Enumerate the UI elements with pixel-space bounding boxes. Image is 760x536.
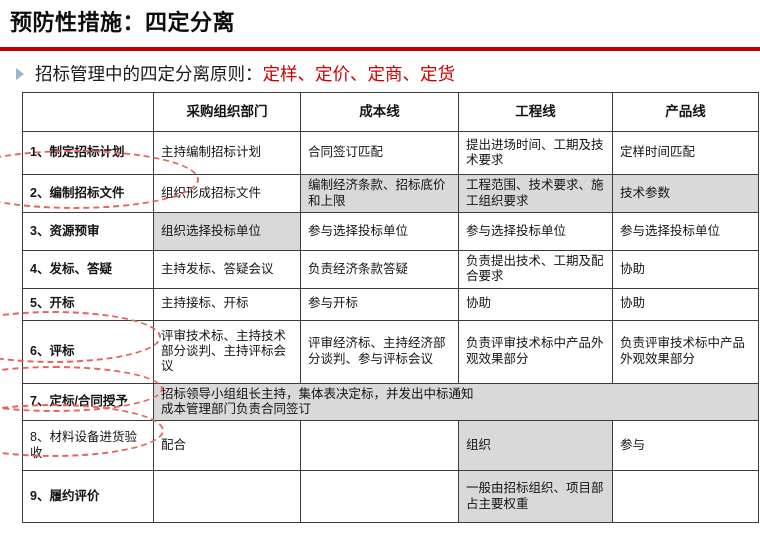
table-row: 5、开标 主持接标、开标 参与开标 协助 协助 bbox=[22, 287, 759, 321]
table-cell: 参与选择投标单位 bbox=[458, 212, 613, 251]
table-cell bbox=[153, 470, 301, 523]
header-procurement-dept: 采购组织部门 bbox=[153, 92, 301, 132]
table-row: 9、履约评价 一般由招标组织、项目部占主要权重 bbox=[22, 470, 759, 523]
table-cell: 工程范围、技术要求、施工组织要求 bbox=[458, 174, 613, 213]
table-cell: 协助 bbox=[612, 287, 759, 321]
row-label: 6、评标 bbox=[22, 319, 154, 384]
table-cell: 组织形成招标文件 bbox=[153, 174, 301, 213]
table-cell bbox=[300, 470, 459, 523]
table-cell: 负责经济条款答疑 bbox=[300, 250, 459, 289]
table-cell bbox=[612, 470, 759, 523]
subtitle-highlight: 定样、定价、定商、定货 bbox=[262, 64, 456, 84]
row-label: 8、材料设备进货验收 bbox=[22, 420, 154, 471]
row-label: 5、开标 bbox=[22, 287, 154, 321]
table-cell bbox=[300, 420, 459, 471]
row-label: 3、资源预审 bbox=[22, 212, 154, 251]
header-cost-line: 成本线 bbox=[300, 92, 459, 132]
header-empty bbox=[22, 92, 154, 132]
subtitle-text: 招标管理中的四定分离原则： bbox=[35, 64, 263, 84]
table-cell: 协助 bbox=[458, 287, 613, 321]
header-product-line: 产品线 bbox=[612, 92, 759, 132]
row-label: 7、定标/合同授予 bbox=[22, 382, 154, 421]
table-cell: 编制经济条款、招标底价和上限 bbox=[300, 174, 459, 213]
table-cell: 负责评审技术标中产品外观效果部分 bbox=[458, 319, 613, 384]
subtitle: 招标管理中的四定分离原则： 定样、定价、定商、定货 bbox=[16, 61, 746, 86]
table-cell: 配合 bbox=[153, 420, 301, 471]
row-label: 1、制定招标计划 bbox=[22, 131, 154, 175]
table-cell: 参与开标 bbox=[300, 287, 459, 321]
table-cell: 主持编制招标计划 bbox=[153, 131, 301, 175]
title-divider bbox=[0, 47, 760, 51]
row-label: 9、履约评价 bbox=[22, 470, 154, 523]
table-cell: 评审经济标、主持经济部分谈判、参与评标会议 bbox=[300, 319, 459, 384]
table-cell: 评审技术标、主持技术部分谈判、主持评标会议 bbox=[153, 319, 301, 384]
table-cell: 协助 bbox=[612, 250, 759, 289]
table-cell: 参与选择投标单位 bbox=[612, 212, 759, 251]
row-label: 4、发标、答疑 bbox=[22, 250, 154, 289]
table-row: 3、资源预审 组织选择投标单位 参与选择投标单位 参与选择投标单位 参与选择投标单位 bbox=[22, 212, 759, 251]
table-cell: 招标领导小组组长主持，集体表决定标，并发出中标通知 成本管理部门负责合同签订 bbox=[153, 382, 759, 421]
table-cell: 定样时间匹配 bbox=[612, 131, 759, 175]
four-fix-separation-table: 采购组织部门 成本线 工程线 产品线 1、制定招标计划 主持编制招标计划 合同签订匹… bbox=[22, 92, 759, 523]
bullet-triangle-icon bbox=[16, 67, 24, 80]
row-label: 2、编制招标文件 bbox=[22, 174, 154, 213]
header-engineering-line: 工程线 bbox=[458, 92, 613, 132]
table-cell: 提出进场时间、工期及技术要求 bbox=[458, 131, 613, 175]
table-cell: 参与选择投标单位 bbox=[300, 212, 459, 251]
table-row: 7、定标/合同授予 招标领导小组组长主持，集体表决定标，并发出中标通知 成本管理部… bbox=[22, 382, 759, 421]
table-cell: 主持发标、答疑会议 bbox=[153, 250, 301, 289]
table-cell: 负责提出技术、工期及配合要求 bbox=[458, 250, 613, 289]
table-cell: 组织 bbox=[458, 420, 613, 471]
table-cell: 负责评审技术标中产品外观效果部分 bbox=[612, 319, 759, 384]
table-cell: 合同签订匹配 bbox=[300, 131, 459, 175]
table-row: 4、发标、答疑 主持发标、答疑会议 负责经济条款答疑 负责提出技术、工期及配合要求 协助 bbox=[22, 250, 759, 289]
table-cell: 一般由招标组织、项目部占主要权重 bbox=[458, 470, 613, 523]
table-cell: 组织选择投标单位 bbox=[153, 212, 301, 251]
table-cell: 技术参数 bbox=[612, 174, 759, 213]
table-row: 6、评标 评审技术标、主持技术部分谈判、主持评标会议 评审经济标、主持经济部分谈判、… bbox=[22, 319, 759, 384]
table-row: 2、编制招标文件 组织形成招标文件 编制经济条款、招标底价和上限 工程范围、技术要求、… bbox=[22, 174, 759, 213]
table-cell: 主持接标、开标 bbox=[153, 287, 301, 321]
table-row: 8、材料设备进货验收 配合 组织 参与 bbox=[22, 420, 759, 471]
table-cell: 参与 bbox=[612, 420, 759, 471]
page-title: 预防性措施：四定分离 bbox=[10, 10, 236, 35]
table-header-row: 采购组织部门 成本线 工程线 产品线 bbox=[22, 92, 759, 132]
table-row: 1、制定招标计划 主持编制招标计划 合同签订匹配 提出进场时间、工期及技术要求 定样时间… bbox=[22, 131, 759, 175]
